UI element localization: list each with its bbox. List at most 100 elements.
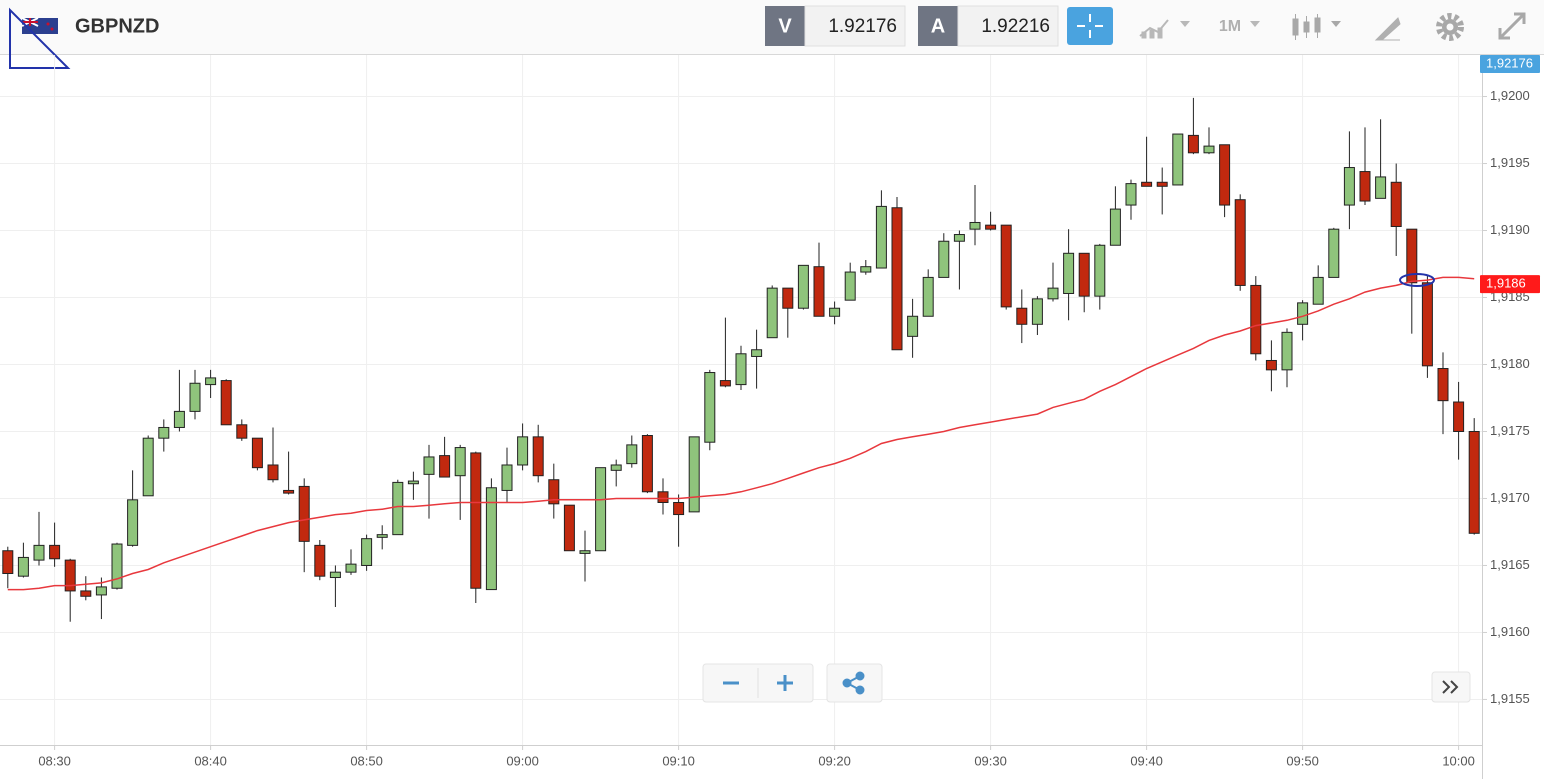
candle-body	[361, 538, 373, 566]
candle-body	[563, 504, 575, 552]
candle-body	[283, 489, 295, 494]
chart-type-button[interactable]	[1139, 19, 1190, 39]
candle-body	[1000, 224, 1012, 308]
highlight-ellipse	[1399, 273, 1435, 287]
ask-price: 1.92216	[981, 16, 1050, 37]
candle-body	[969, 221, 981, 230]
timeframe[interactable]: 1M	[1219, 18, 1241, 35]
candle-body	[485, 487, 497, 591]
candle-body	[766, 287, 778, 339]
candle-body	[1172, 133, 1184, 186]
candle-body	[236, 424, 248, 439]
x-tick-label: 09:40	[1130, 753, 1163, 768]
candle-body	[1359, 171, 1371, 202]
candle-body	[205, 377, 217, 386]
candle-body	[423, 456, 435, 475]
candle-body	[1328, 228, 1340, 278]
ask-label: A	[931, 15, 945, 37]
candle-body	[641, 435, 653, 493]
plot-area: 1,9155 1,9160 1,9165 1,9170 1,9175 1,9180 1,91…	[0, 55, 1530, 768]
candle-body	[1406, 228, 1418, 284]
candle-body	[579, 550, 591, 554]
share-button[interactable]	[842, 671, 865, 695]
candle-body	[517, 436, 529, 466]
bid-button[interactable]	[765, 6, 805, 46]
candle-body	[1312, 276, 1324, 305]
y-tick-label: 1,9160	[1490, 624, 1530, 639]
bid-label: V	[778, 15, 792, 37]
candle-body	[844, 271, 856, 301]
timeframe-caret	[1250, 21, 1260, 27]
candle-body	[64, 559, 76, 592]
x-tick-label: 09:10	[662, 753, 695, 768]
x-tick-label: 09:50	[1286, 753, 1319, 768]
y-tick-label: 1,9155	[1490, 691, 1530, 706]
candle-body	[1156, 181, 1168, 187]
candle-body	[1453, 401, 1465, 432]
candle-body	[595, 467, 607, 552]
candle-body	[1390, 181, 1402, 227]
x-tick-label: 08:40	[194, 753, 227, 768]
y-tick-label: 1,9180	[1490, 356, 1530, 371]
candle-body	[1343, 167, 1355, 206]
candle-body	[376, 534, 388, 538]
price-label-box	[1480, 275, 1540, 294]
candle-body	[953, 234, 965, 242]
candle-body	[329, 571, 341, 579]
candle-body	[111, 543, 123, 589]
candle-body	[1047, 287, 1059, 300]
x-tick-label: 10:00	[1442, 753, 1475, 768]
candle-body	[657, 491, 669, 503]
candle-body	[407, 480, 419, 485]
scroll-end-button[interactable]	[1431, 671, 1471, 703]
zoom-in-button[interactable]	[777, 675, 793, 691]
draw-tool-button[interactable]	[1374, 17, 1401, 41]
price-label: 1,9186	[1486, 276, 1526, 291]
candle-body	[782, 287, 794, 309]
candle-body	[813, 266, 825, 317]
candle-body	[719, 380, 731, 387]
ask-button[interactable]	[918, 6, 958, 46]
candle-body	[1437, 368, 1449, 402]
y-tick-label: 1,9200	[1490, 88, 1530, 103]
candle-body	[688, 436, 700, 513]
candle-body	[1187, 134, 1199, 154]
bid-box	[804, 5, 906, 47]
settings-button[interactable]	[1436, 13, 1464, 41]
candle-body	[80, 590, 92, 597]
candle-style-button[interactable]	[1292, 14, 1341, 40]
candle-body	[532, 436, 544, 477]
candle-body	[860, 266, 872, 273]
candle-body	[1141, 181, 1153, 187]
candle-body	[1421, 282, 1433, 367]
zoom-controls	[702, 663, 883, 703]
candle-body	[1219, 144, 1231, 206]
candle-body	[875, 205, 887, 269]
x-tick-label: 09:30	[974, 753, 1007, 768]
x-tick-label: 08:30	[38, 753, 71, 768]
candle-body	[1297, 302, 1309, 325]
candle-body	[1234, 199, 1246, 286]
symbol: GBPNZD	[75, 15, 159, 37]
candle-body	[985, 224, 997, 230]
bid-price: 1.92176	[828, 16, 897, 37]
candle-body	[470, 452, 482, 589]
candle-body	[2, 550, 14, 575]
candle-body	[173, 410, 185, 428]
price-label-box	[1480, 55, 1540, 73]
candle-body	[907, 315, 919, 337]
y-tick-label: 1,9175	[1490, 423, 1530, 438]
candle-body	[298, 485, 310, 542]
candle-body	[392, 481, 404, 536]
y-tick-label: 1,9165	[1490, 557, 1530, 572]
candle-body	[1281, 331, 1293, 371]
crosshair-button[interactable]	[1067, 7, 1113, 45]
candle-body	[345, 563, 357, 573]
fullscreen-button[interactable]	[1498, 12, 1526, 40]
y-tick-label: 1,9190	[1490, 222, 1530, 237]
ask-box	[957, 5, 1059, 47]
candle-body	[127, 499, 139, 546]
x-tick-label: 09:20	[818, 753, 851, 768]
candle-body	[751, 349, 763, 357]
